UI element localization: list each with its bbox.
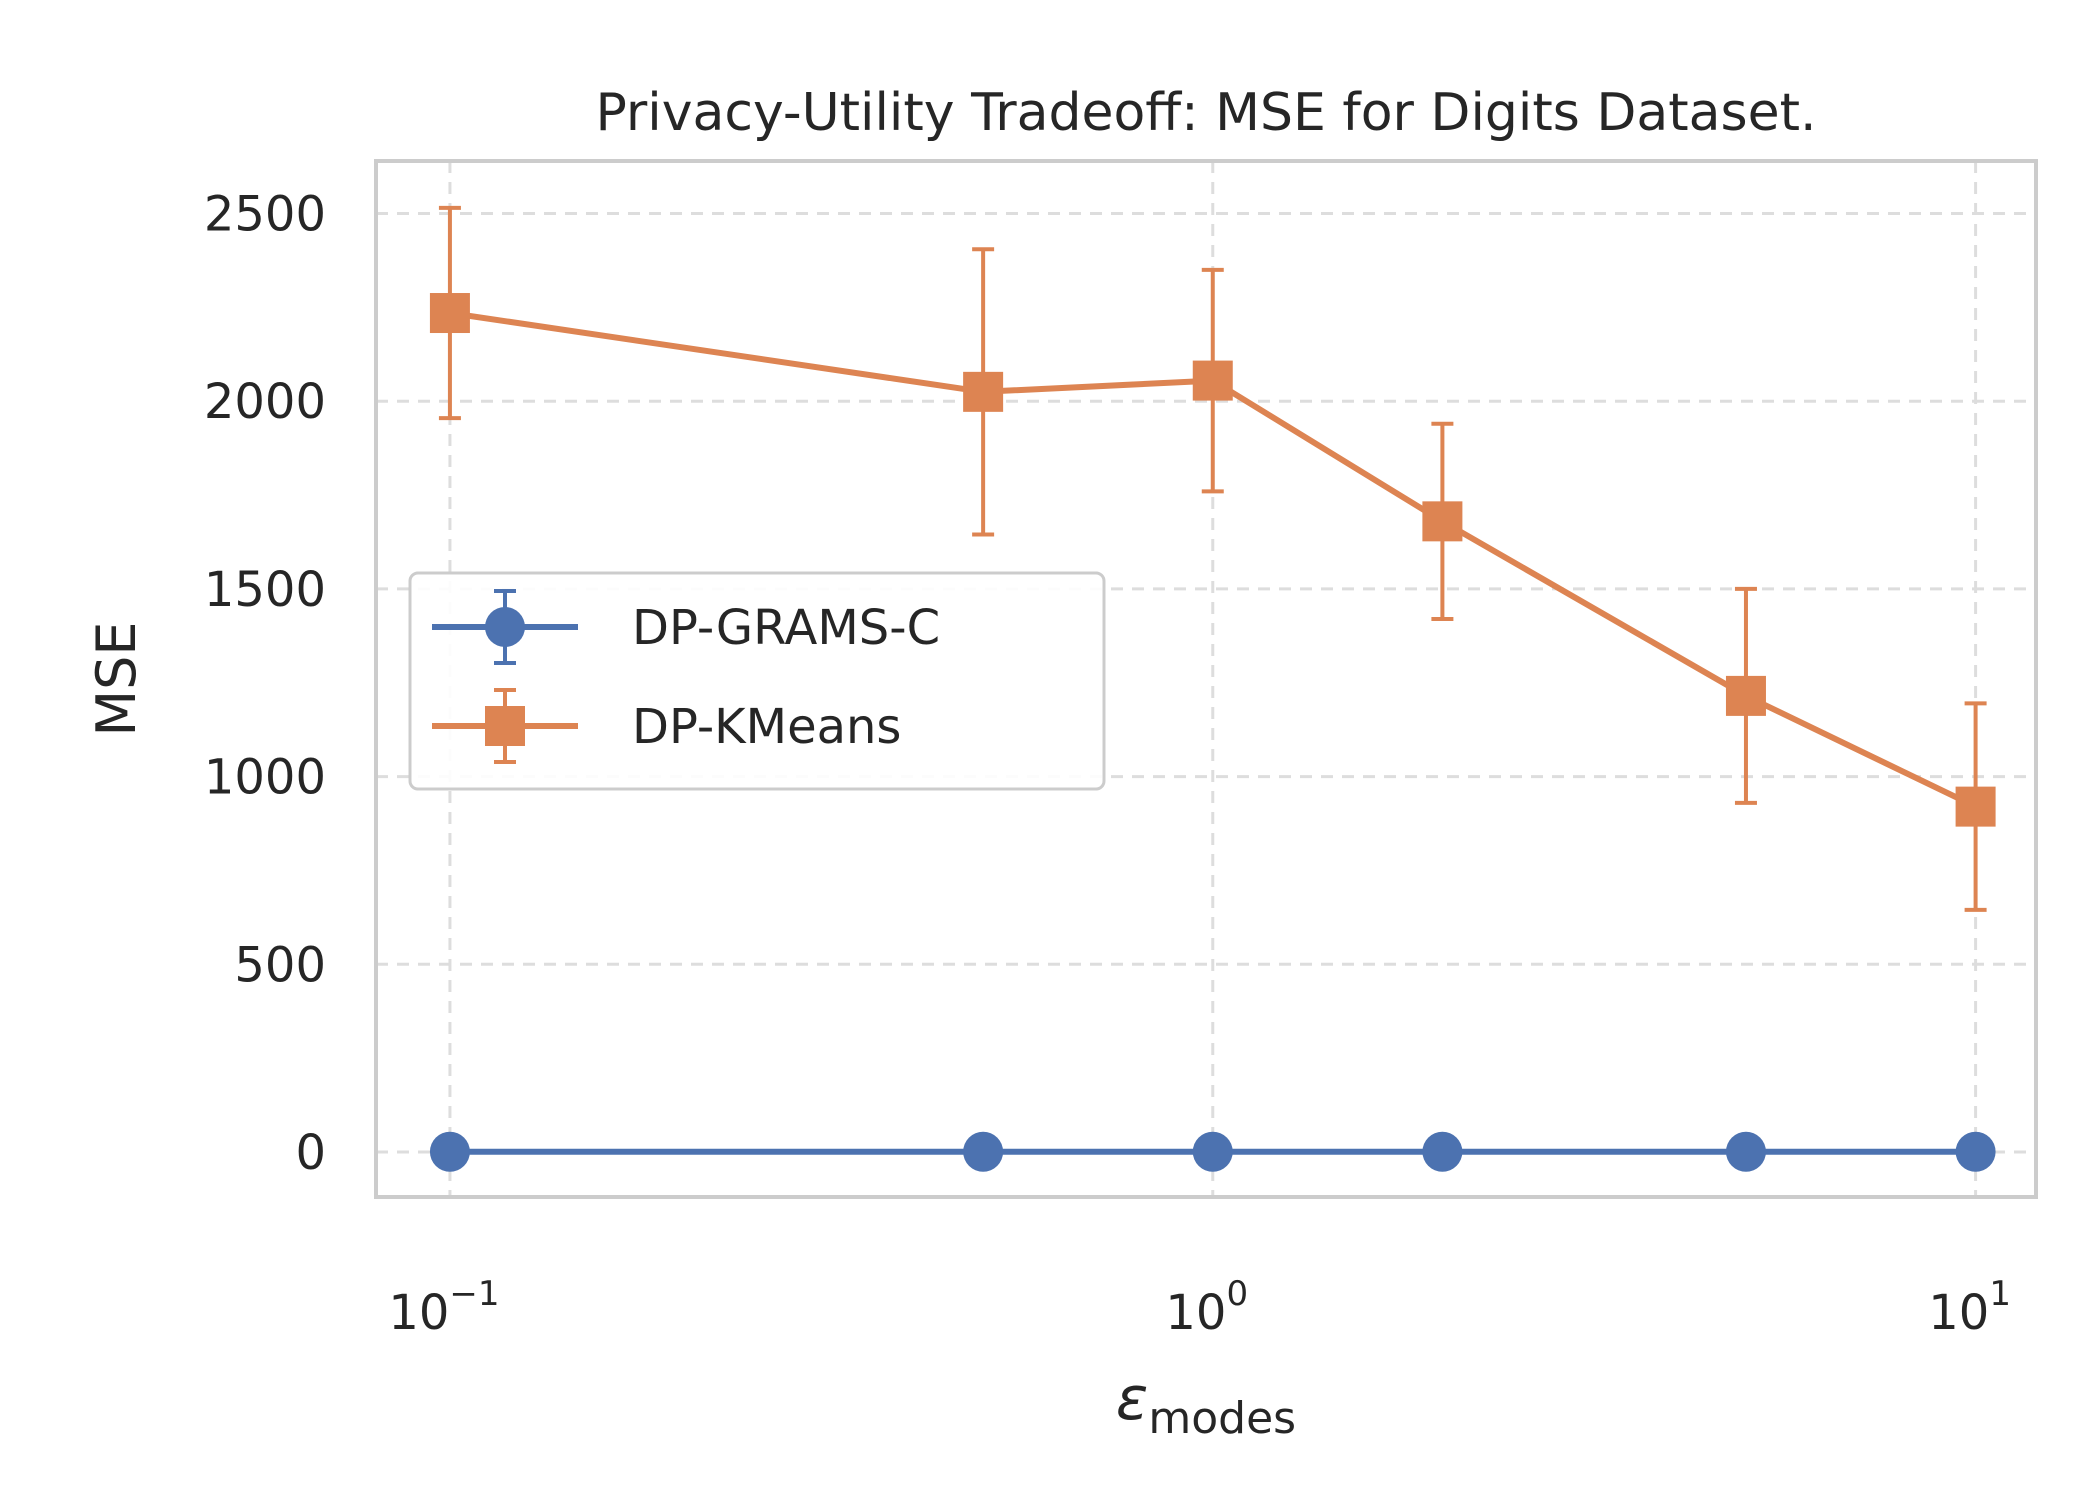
- legend-marker-dp-grams-c: [485, 607, 525, 647]
- y-tick-label: 0: [295, 1125, 326, 1181]
- data-point: [429, 1131, 470, 1172]
- x-axis-label-symbol: ε: [1116, 1364, 1148, 1434]
- legend: DP-GRAMS-C DP-KMeans: [408, 571, 1106, 791]
- y-tick-label: 2000: [204, 374, 326, 430]
- series-dp-kmeans: [429, 205, 1996, 912]
- tick-labels: 0 500 1000 1500 2000 2500 10−1 100 101: [204, 187, 2011, 1341]
- series-dp-grams-c: [429, 1131, 1996, 1172]
- chart-title: Privacy-Utility Tradeoff: MSE for Digits…: [595, 83, 1816, 143]
- x-axis-label-subscript: modes: [1148, 1393, 1296, 1444]
- data-point: [1725, 675, 1766, 716]
- x-tick-label: 100: [1165, 1274, 1248, 1341]
- data-point: [1422, 1131, 1463, 1172]
- data-point: [963, 1131, 1004, 1172]
- data-point: [1955, 1131, 1996, 1172]
- series-line: [449, 310, 1977, 810]
- legend-item-dp-kmeans: DP-KMeans: [432, 688, 901, 764]
- legend-box: [408, 571, 1106, 791]
- legend-item-dp-grams-c: DP-GRAMS-C: [432, 589, 940, 665]
- legend-label-dp-kmeans: DP-KMeans: [632, 699, 901, 755]
- plot-frame: [374, 159, 2038, 1199]
- data-point: [1192, 360, 1233, 401]
- x-tick-label: 10−1: [388, 1274, 499, 1341]
- y-tick-label: 1000: [204, 750, 326, 806]
- y-tick-label: 500: [234, 937, 326, 993]
- data-point: [1422, 501, 1463, 542]
- y-tick-label: 2500: [204, 187, 326, 243]
- data-point: [1725, 1131, 1766, 1172]
- data-point: [1955, 786, 1996, 827]
- y-tick-label: 1500: [204, 562, 326, 618]
- legend-marker-dp-kmeans: [485, 706, 525, 746]
- legend-label-dp-grams-c: DP-GRAMS-C: [632, 600, 940, 656]
- x-tick-label: 101: [1928, 1274, 2011, 1341]
- data-point: [429, 293, 470, 334]
- series-layer: [429, 205, 1996, 1172]
- x-axis-label: εmodes: [1116, 1364, 1296, 1444]
- y-axis-label: MSE: [85, 622, 148, 737]
- data-point: [963, 371, 1004, 412]
- data-point: [1192, 1131, 1233, 1172]
